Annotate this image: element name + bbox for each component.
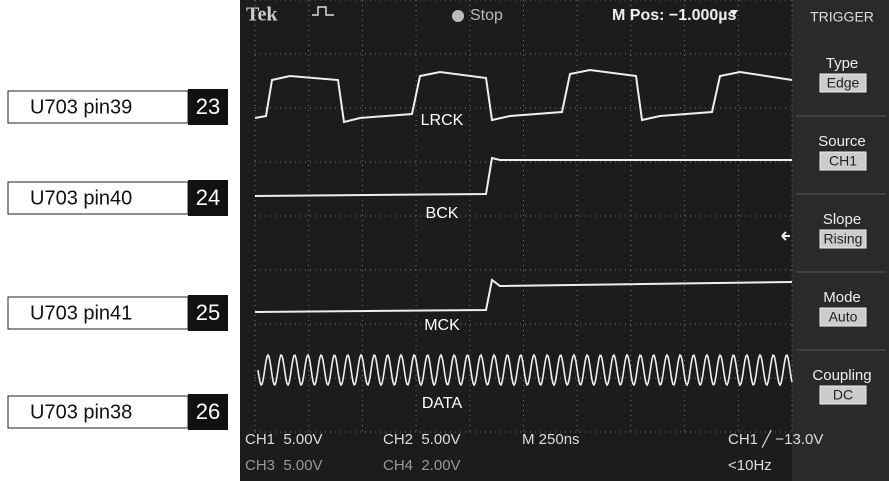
menu-label: Mode xyxy=(823,289,861,306)
menu-value: Rising xyxy=(824,231,863,247)
menu-value: Auto xyxy=(829,309,858,325)
label-box xyxy=(7,90,189,124)
label-number: 25 xyxy=(196,300,220,325)
waveform-bck xyxy=(254,156,792,197)
trigger-level-marker xyxy=(781,231,790,241)
signal-label: DATA xyxy=(422,395,463,412)
waveform-data xyxy=(257,353,793,387)
status-text: CH3 5.00V xyxy=(245,457,323,474)
label-number: 26 xyxy=(196,399,220,424)
acquire-icon xyxy=(312,6,334,16)
signal-label: BCK xyxy=(426,205,459,222)
label-name: U703 pin39 xyxy=(30,96,132,118)
menu-value-box xyxy=(819,307,867,327)
signal-label: MCK xyxy=(424,317,460,334)
label-box xyxy=(7,181,189,215)
status: Stop xyxy=(470,7,503,24)
label-number: 23 xyxy=(196,94,220,119)
number-box xyxy=(188,295,228,331)
signal-label: LRCK xyxy=(421,112,464,129)
status-text: CH1 ╱ −13.0V xyxy=(728,430,823,448)
status-text: CH4 2.00V xyxy=(383,457,461,474)
menu-value: Edge xyxy=(827,75,860,91)
menu-value-box xyxy=(819,151,867,171)
status-text: CH2 5.00V xyxy=(383,431,461,448)
label-name: U703 pin40 xyxy=(30,187,132,209)
stop-icon xyxy=(452,10,464,22)
number-box xyxy=(188,89,228,125)
number-box xyxy=(188,394,228,430)
status-text: M 250ns xyxy=(522,431,580,448)
position: M Pos: −1.000µs xyxy=(612,7,736,24)
waveform-mck xyxy=(254,278,793,313)
trigger-position-marker xyxy=(730,10,738,16)
menu-label: Slope xyxy=(823,211,861,228)
label-box xyxy=(7,395,189,429)
status-text: <10Hz xyxy=(728,457,772,474)
menu-value: CH1 xyxy=(829,153,857,169)
number-box xyxy=(188,180,228,216)
menu-value: DC xyxy=(833,387,853,403)
menu-value-box xyxy=(819,73,867,93)
menu-value-box xyxy=(819,229,867,249)
menu-title: TRIGGER xyxy=(810,9,874,25)
label-number: 24 xyxy=(196,185,220,210)
waveform-lrck xyxy=(254,68,793,124)
label-box xyxy=(7,296,189,330)
menu-label: Type xyxy=(826,55,859,72)
brand: Tek xyxy=(246,4,278,26)
label-name: U703 pin38 xyxy=(30,401,132,423)
menu-label: Source xyxy=(818,133,866,150)
scope-screen xyxy=(240,0,889,481)
menu-value-box xyxy=(819,385,867,405)
label-name: U703 pin41 xyxy=(30,302,132,324)
status-text: CH1 5.00V xyxy=(245,431,323,448)
menu-label: Coupling xyxy=(812,367,871,384)
